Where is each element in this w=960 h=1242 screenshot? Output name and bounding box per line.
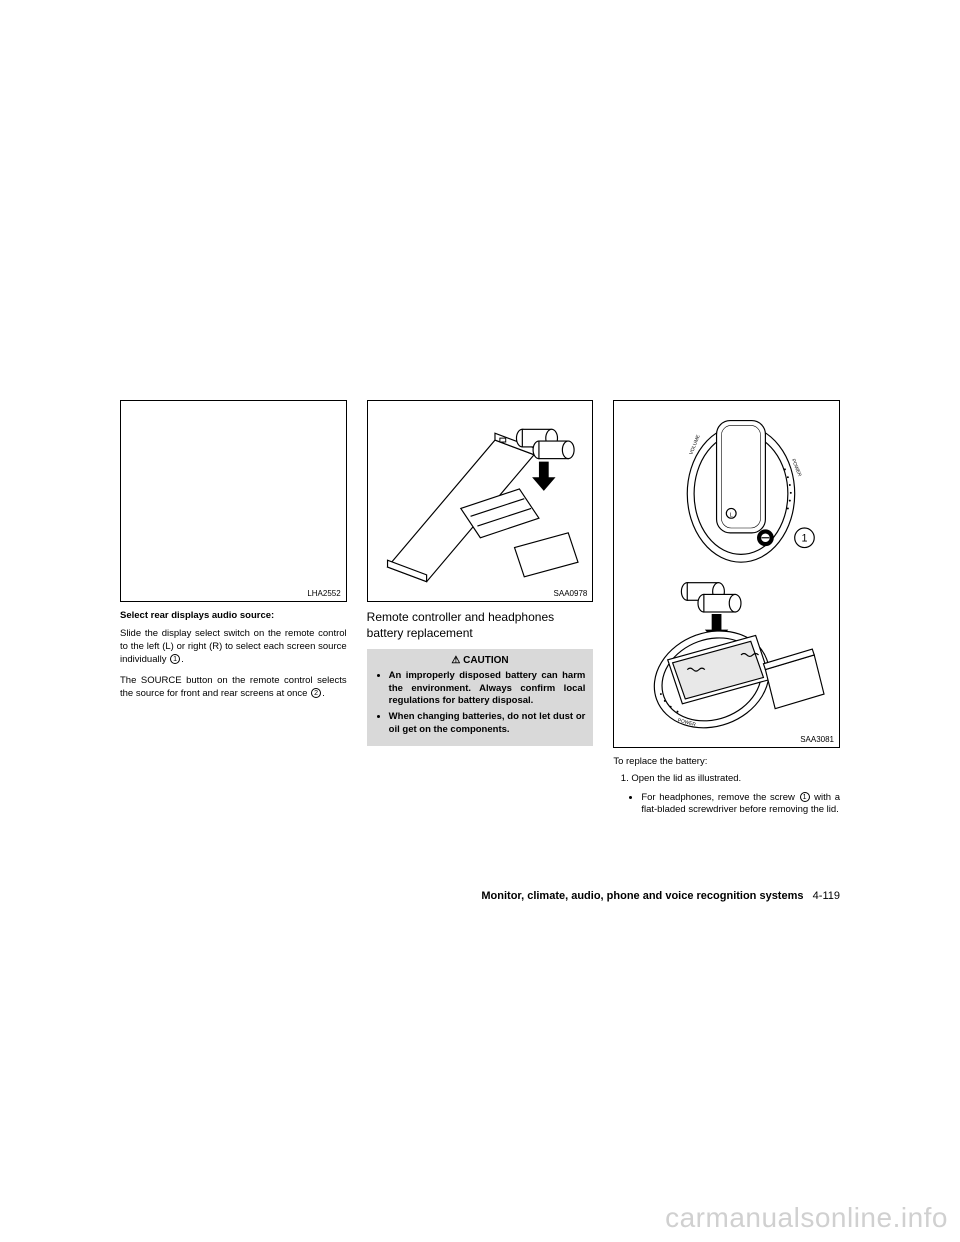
caution-header: CAUTION [375,655,586,666]
caution-box: CAUTION An improperly disposed battery c… [367,649,594,746]
right-column: L 1 VOLUME PO [613,400,840,817]
svg-text:1: 1 [802,533,808,545]
watermark: carmanualsonline.info [665,1202,948,1234]
footer-section: Monitor, climate, audio, phone and voice… [481,890,803,902]
three-column-layout: LHA2552 Select rear displays audio sourc… [120,400,840,817]
bullet-text: For headphones, remove the screw [641,792,798,803]
circle-2-icon: 2 [311,688,321,698]
figure-saa0978: SAA0978 [367,400,594,602]
caution-list: An improperly disposed battery can harm … [375,670,586,736]
sub-bullet: For headphones, remove the screw 1 with … [641,792,840,818]
figure-lha2552: LHA2552 [120,400,347,602]
remote-battery-illustration [368,401,593,596]
para-source-button: The SOURCE button on the remote control … [120,675,347,701]
circle-1-icon: 1 [170,654,180,664]
caution-item: When changing batteries, do not let dust… [389,711,586,736]
figure-saa3081: L 1 VOLUME PO [613,400,840,748]
section-title-battery: Remote controller and headphones battery… [367,610,594,641]
para-text: . [181,654,184,665]
circle-1-icon: 1 [800,792,810,802]
footer-page: 4-119 [813,890,840,902]
para-slide-switch: Slide the display select switch on the r… [120,628,347,666]
figure-label: SAA0978 [554,589,588,598]
para-replace-battery: To replace the battery: [613,756,840,769]
manual-page: LHA2552 Select rear displays audio sourc… [0,0,960,1242]
figure-label: SAA3081 [800,735,834,744]
left-column: LHA2552 Select rear displays audio sourc… [120,400,347,817]
para-text: . [322,688,325,699]
para-text: Slide the display select switch on the r… [120,628,347,665]
headphone-battery-illustration: L 1 VOLUME PO [614,401,839,739]
sub-bullet-list: For headphones, remove the screw 1 with … [613,792,840,818]
page-footer: Monitor, climate, audio, phone and voice… [481,890,840,902]
step-1: Open the lid as illustrated. [631,773,840,786]
steps-list: Open the lid as illustrated. [613,773,840,786]
figure-label: LHA2552 [307,589,340,598]
caution-item: An improperly disposed battery can harm … [389,670,586,707]
middle-column: SAA0978 Remote controller and headphones… [367,400,594,817]
subhead-select-rear: Select rear displays audio source: [120,610,347,622]
